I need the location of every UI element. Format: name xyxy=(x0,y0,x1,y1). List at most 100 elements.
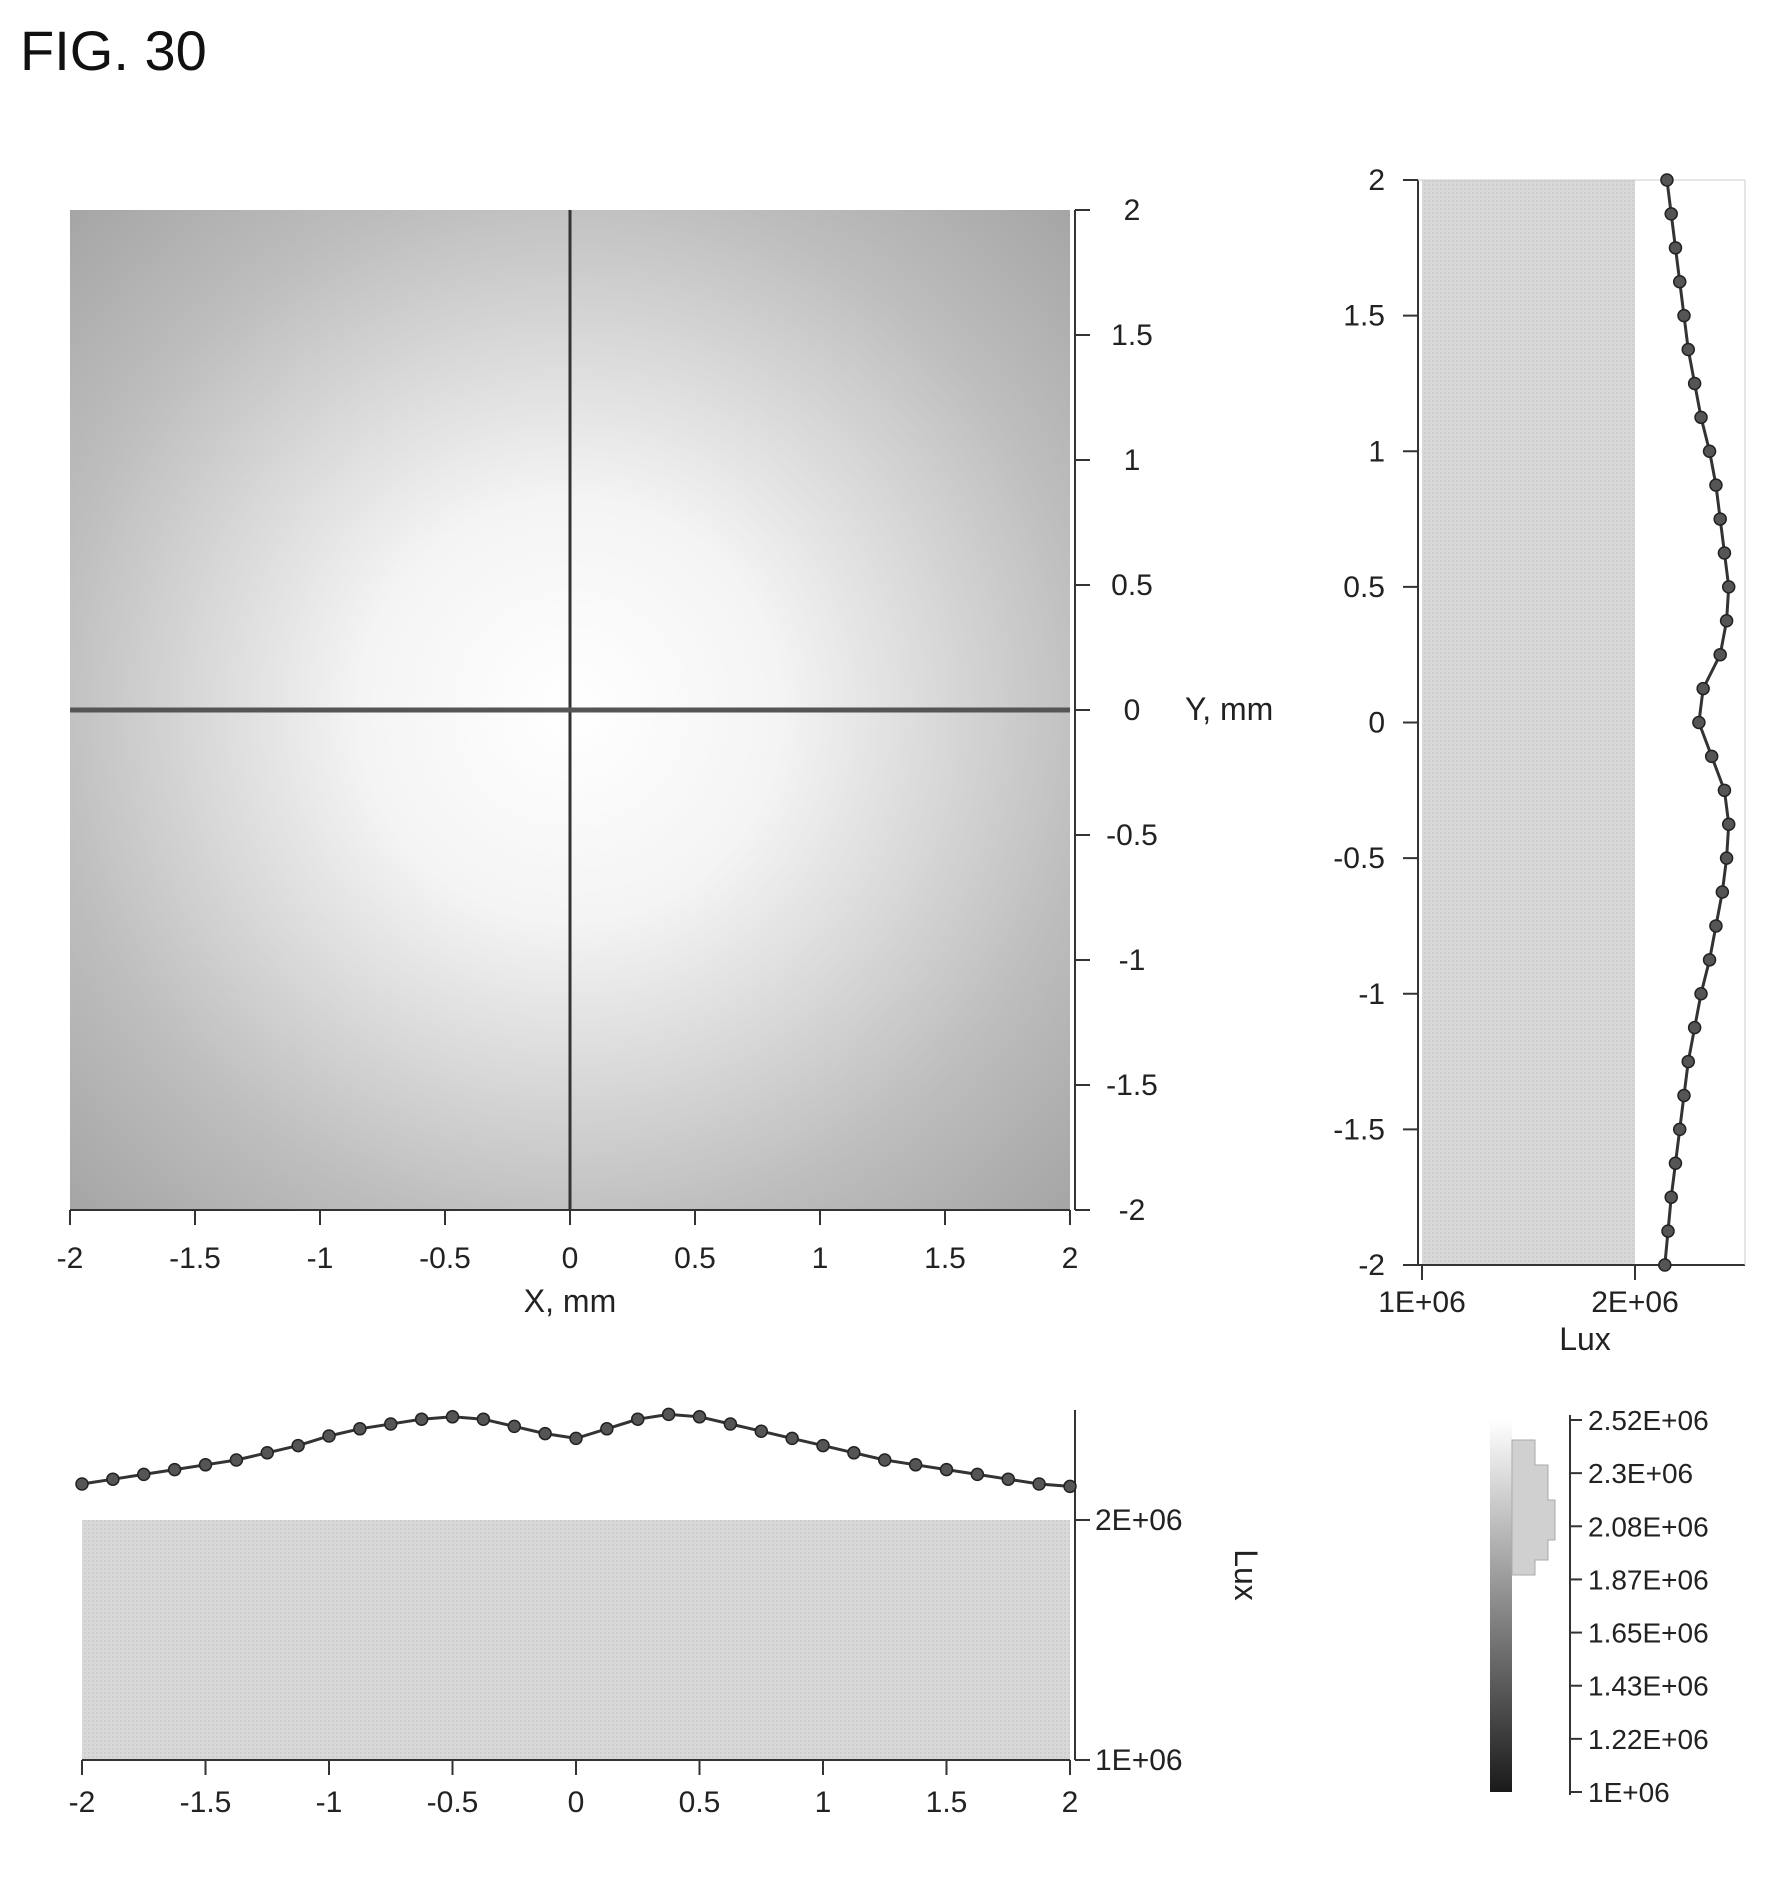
bottom-profile-point xyxy=(106,1472,120,1486)
right-profile-point xyxy=(1681,342,1695,357)
bottom-profile-point xyxy=(692,1410,707,1424)
bottom-profile-point xyxy=(445,1410,460,1424)
bottom-profile-x-tick-label: 1 xyxy=(815,1786,832,1819)
right-profile-point xyxy=(1715,885,1730,899)
bottom-profile-panel: -2 -1.5 -1 -0.5 0 0.5 1 1.5 2 2E+06 1E+06 Lux xyxy=(69,1407,1264,1819)
right-profile-point xyxy=(1719,851,1734,865)
right-profile-point xyxy=(1719,614,1734,628)
right-profile-point xyxy=(1687,1020,1702,1035)
heatmap-x-tick-label: 1.5 xyxy=(924,1242,966,1275)
right-profile-point xyxy=(1692,715,1706,730)
bottom-profile-point xyxy=(754,1424,768,1438)
right-profile-point xyxy=(1713,647,1727,662)
bottom-profile-x-tick-label: 0.5 xyxy=(679,1786,721,1819)
right-profile-point xyxy=(1702,953,1717,967)
colorbar-gradient xyxy=(1490,1420,1512,1792)
bottom-profile-point xyxy=(291,1438,305,1453)
right-profile-point xyxy=(1717,546,1732,560)
colorbar-tick-label: 1.87E+06 xyxy=(1588,1564,1709,1595)
bottom-profile-point xyxy=(569,1431,583,1446)
right-profile-x-tick-label: 2E+06 xyxy=(1591,1286,1679,1319)
right-profile-point xyxy=(1694,987,1708,1001)
colorbar-tick-label: 1.22E+06 xyxy=(1588,1724,1709,1755)
bottom-profile-point xyxy=(353,1422,367,1436)
right-profile-fill xyxy=(1422,180,1635,1265)
colorbar-tick-label: 1.43E+06 xyxy=(1588,1671,1709,1702)
bottom-profile-x-tick-label: 0 xyxy=(568,1786,585,1819)
bottom-profile-x-tick-label: 2 xyxy=(1062,1786,1079,1819)
colorbar-tick-label: 2.08E+06 xyxy=(1588,1511,1709,1542)
bottom-profile-x-tick-label: -1 xyxy=(316,1786,343,1819)
heatmap-y-tick-label: -0.5 xyxy=(1106,819,1158,852)
right-profile-point xyxy=(1709,478,1723,492)
heatmap-y-tick-label: 0.5 xyxy=(1111,569,1153,602)
right-profile-point xyxy=(1677,1088,1691,1103)
right-profile-y-tick-label: 1.5 xyxy=(1343,300,1385,333)
bottom-profile-point xyxy=(847,1446,861,1460)
colorbar-tick-label: 1E+06 xyxy=(1588,1777,1670,1808)
right-profile-point xyxy=(1664,207,1678,221)
right-profile-point xyxy=(1694,410,1708,425)
heatmap-y-tick-label: 2 xyxy=(1124,194,1141,227)
right-profile-point xyxy=(1658,1258,1672,1272)
right-profile-point xyxy=(1668,241,1683,255)
bottom-profile-point xyxy=(384,1417,398,1431)
right-profile-point xyxy=(1664,1190,1678,1204)
heatmap-y-tick-label: 0 xyxy=(1124,694,1141,727)
right-profile-point xyxy=(1721,580,1736,594)
bottom-profile-point xyxy=(600,1422,614,1436)
bottom-profile-point xyxy=(75,1477,89,1491)
bottom-profile-point xyxy=(1063,1479,1077,1494)
right-profile-point xyxy=(1687,376,1702,391)
bottom-profile-point xyxy=(1001,1472,1015,1486)
heatmap-y-ticks: 2 1.5 1 0.5 0 -0.5 -1 -1.5 -2 xyxy=(1075,194,1158,1227)
bottom-profile-y-tick-label: 1E+06 xyxy=(1095,1744,1183,1777)
right-profile-y-tick-label: 0 xyxy=(1368,707,1385,740)
bottom-profile-fill xyxy=(82,1520,1070,1760)
bottom-profile-point xyxy=(661,1407,676,1422)
heatmap-y-tick-label: 1.5 xyxy=(1111,319,1153,352)
right-profile-x-tick-label: 1E+06 xyxy=(1378,1286,1466,1319)
bottom-profile-y-ticks: 2E+06 1E+06 xyxy=(1075,1504,1183,1777)
right-profile-point xyxy=(1660,173,1674,187)
bottom-profile-y-axis-label: Lux xyxy=(1228,1549,1264,1601)
bottom-profile-point xyxy=(908,1458,923,1472)
bottom-profile-point xyxy=(878,1453,892,1467)
heatmap-x-tick-label: 1 xyxy=(812,1242,829,1275)
right-profile-point xyxy=(1704,749,1719,764)
colorbar-tick-label: 2.52E+06 xyxy=(1588,1405,1709,1436)
right-profile-y-tick-label: -2 xyxy=(1358,1249,1385,1282)
heatmap-y-tick-label: -1 xyxy=(1119,944,1146,977)
right-profile-y-tick-label: -1 xyxy=(1358,978,1385,1011)
right-profile-y-tick-label: 2 xyxy=(1368,164,1385,197)
right-profile-point xyxy=(1717,783,1732,798)
bottom-profile-x-tick-label: 1.5 xyxy=(926,1786,968,1819)
heatmap-x-ticks: -2 -1.5 -1 -0.5 0 0.5 1 1.5 2 xyxy=(57,1210,1078,1275)
heatmap-y-axis-label: Y, mm xyxy=(1185,691,1273,727)
right-profile-point xyxy=(1721,817,1736,831)
bottom-profile-point xyxy=(939,1462,954,1477)
right-profile-point xyxy=(1672,274,1687,289)
right-profile-y-ticks: 2 1.5 1 0.5 0 -0.5 -1 -1.5 -2 xyxy=(1333,164,1418,1282)
bottom-profile-x-tick-label: -1.5 xyxy=(180,1786,232,1819)
bottom-profile-point xyxy=(1032,1477,1046,1491)
heatmap-y-tick-label: 1 xyxy=(1124,444,1141,477)
right-profile-series xyxy=(1658,173,1736,1272)
colorbar-tick-label: 2.3E+06 xyxy=(1588,1458,1693,1489)
bottom-profile-point xyxy=(322,1429,336,1443)
bottom-profile-point xyxy=(785,1431,799,1446)
bottom-profile-point xyxy=(970,1467,985,1482)
right-profile-y-tick-label: 1 xyxy=(1368,435,1385,468)
bottom-profile-point xyxy=(476,1412,491,1426)
right-profile-y-tick-label: -0.5 xyxy=(1333,842,1385,875)
right-profile-point xyxy=(1661,1224,1675,1238)
right-profile-point xyxy=(1677,308,1691,323)
bottom-profile-point xyxy=(631,1412,645,1426)
right-profile-x-ticks: 1E+06 2E+06 xyxy=(1378,1265,1679,1319)
bottom-profile-point xyxy=(414,1412,429,1426)
bottom-profile-point xyxy=(507,1419,521,1434)
colorbar-ticks: 2.52E+06 2.3E+06 2.08E+06 1.87E+06 1.65E+06 1… xyxy=(1570,1405,1709,1808)
heatmap-x-tick-label: -1 xyxy=(307,1242,334,1275)
bottom-profile-y-tick-label: 2E+06 xyxy=(1095,1504,1183,1537)
